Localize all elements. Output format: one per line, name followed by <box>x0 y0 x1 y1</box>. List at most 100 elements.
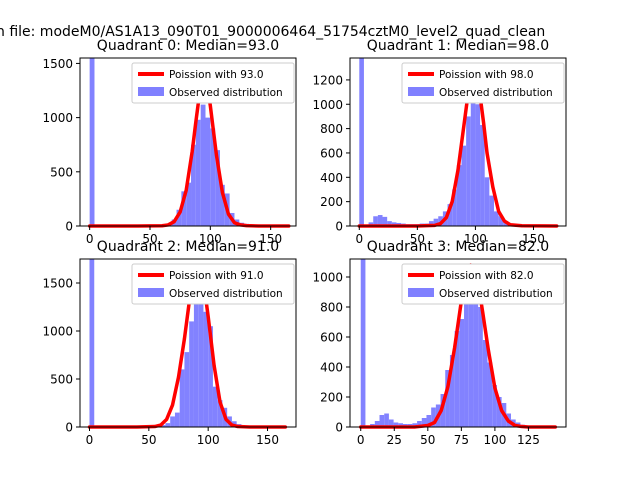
legend-label-poisson: Poission with 91.0 <box>169 270 264 282</box>
y-tick-label: 0 <box>65 220 73 234</box>
panel-quadrant-3: 0 25 50 75 100 125 0 200 400 600 800 1000 Quadrant … <box>312 239 567 448</box>
y-tick-label: 600 <box>320 146 343 160</box>
histogram-bar <box>393 422 399 427</box>
histogram-bar <box>174 412 180 427</box>
histogram-bar <box>421 418 427 427</box>
histogram-bar <box>464 292 469 427</box>
y-tick-label: 1500 <box>42 277 73 291</box>
legend: Poission with 82.0 Observed distribution <box>401 263 565 305</box>
panel-title: Quadrant 1: Median=98.0 <box>367 38 549 54</box>
y-tick-label: 0 <box>335 421 343 435</box>
panel-title: Quadrant 0: Median=93.0 <box>97 38 279 54</box>
legend: Poission with 98.0 Observed distribution <box>401 62 565 104</box>
x-tick-label: 100 <box>197 433 220 447</box>
x-tick-label: 0 <box>355 232 363 246</box>
histogram-bar <box>89 259 95 427</box>
legend-box <box>131 62 295 104</box>
legend-label-observed: Observed distribution <box>439 288 553 300</box>
legend-hist-swatch <box>138 288 164 297</box>
axes-frame <box>79 258 297 428</box>
histogram-bar <box>205 117 211 226</box>
histogram-bar <box>176 209 182 226</box>
histogram-bar <box>379 415 385 427</box>
histogram-bar <box>186 182 192 226</box>
y-tick-label: 500 <box>50 373 73 387</box>
x-tick-label: 50 <box>141 433 156 447</box>
histogram-bar <box>487 362 493 427</box>
y-tick-label: 1500 <box>42 57 73 71</box>
panel-quadrant-1: 0 50 100 150 0 200 400 600 800 1000 1200 Quadrant … <box>312 38 567 246</box>
x-tick-label: 150 <box>522 232 545 246</box>
y-tick-label: 1000 <box>42 111 73 125</box>
histogram-bar <box>179 369 185 427</box>
x-tick-label: 50 <box>410 232 425 246</box>
legend-label-observed: Observed distribution <box>169 87 283 99</box>
histogram-bar <box>359 58 364 226</box>
histogram-bar <box>445 370 450 427</box>
histogram-bar <box>496 397 502 427</box>
histogram-bar <box>473 283 479 427</box>
histogram-bar <box>219 184 225 226</box>
legend: Poission with 91.0 Observed distribution <box>131 263 295 305</box>
y-tick-label: 1200 <box>312 73 343 87</box>
legend-box <box>401 62 565 104</box>
histogram-bar <box>373 216 378 226</box>
y-tick-label: 200 <box>320 391 343 405</box>
histogram-bar <box>498 216 504 226</box>
x-tick-label: 75 <box>454 433 469 447</box>
histogram-bar <box>428 221 434 226</box>
histogram-bar <box>454 331 460 427</box>
histogram-bar <box>377 215 383 226</box>
y-tick-label: 400 <box>320 171 343 185</box>
histogram-bar <box>494 211 499 226</box>
histogram-bar <box>195 119 201 226</box>
histogram-bar <box>217 400 223 427</box>
y-tick-label: 600 <box>320 331 343 345</box>
x-tick-label: 0 <box>357 433 365 447</box>
y-tick-label: 200 <box>320 195 343 209</box>
histogram-bar <box>193 283 199 427</box>
histogram-bar <box>387 221 392 226</box>
histogram-bar <box>200 104 206 226</box>
histogram-bar <box>165 423 171 427</box>
histogram-bar <box>189 321 194 427</box>
axis-ticks: 0 25 50 75 100 125 0 200 400 600 800 1000 <box>312 271 539 448</box>
histogram-bar <box>452 189 457 226</box>
legend-box <box>401 263 565 305</box>
y-tick-label: 500 <box>50 165 73 179</box>
histogram-bar <box>170 416 175 427</box>
histogram-bar <box>368 222 374 226</box>
legend-label-observed: Observed distribution <box>169 288 283 300</box>
histogram-bar <box>492 385 497 427</box>
histogram-bar <box>482 340 488 427</box>
x-tick-label: 50 <box>142 232 157 246</box>
histogram-bar <box>426 415 432 427</box>
histogram-bar <box>181 191 187 226</box>
histogram-bar <box>489 195 494 226</box>
x-tick-label: 100 <box>483 433 506 447</box>
histogram-bar <box>89 58 95 226</box>
histogram-bar <box>360 259 366 427</box>
histogram-bar <box>384 413 389 427</box>
x-tick-label: 150 <box>259 232 282 246</box>
legend-label-poisson: Poission with 82.0 <box>439 270 534 282</box>
histogram-bar <box>184 352 190 427</box>
legend-hist-swatch <box>408 87 434 96</box>
histogram-bar <box>208 326 213 427</box>
histogram-bar <box>191 144 196 226</box>
x-tick-label: 50 <box>420 433 435 447</box>
histogram-bar <box>449 355 455 427</box>
legend-box <box>131 263 295 305</box>
histogram-bar <box>417 421 422 427</box>
histogram-bar <box>480 124 485 226</box>
histogram-bar <box>470 98 476 226</box>
y-tick-label: 0 <box>335 220 343 234</box>
axes-frame <box>349 258 567 428</box>
histogram-bar <box>160 425 166 427</box>
x-tick-label: 100 <box>199 232 222 246</box>
histogram-bar <box>433 218 439 226</box>
histogram-bar <box>475 104 481 226</box>
